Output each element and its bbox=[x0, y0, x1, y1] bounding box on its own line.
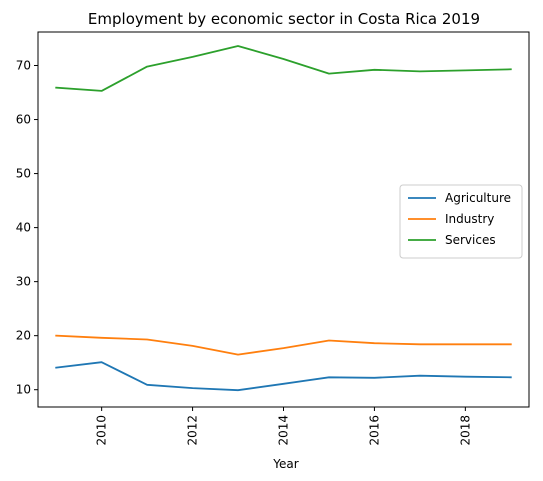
y-tick-label: 10 bbox=[16, 383, 31, 397]
chart-title: Employment by economic sector in Costa R… bbox=[88, 10, 480, 28]
x-tick-label: 2012 bbox=[186, 415, 200, 446]
x-axis-label: Year bbox=[272, 457, 298, 471]
y-tick-label: 40 bbox=[16, 221, 31, 235]
legend-label-industry: Industry bbox=[445, 212, 494, 226]
y-axis: 10 20 30 40 50 60 70 bbox=[16, 59, 38, 397]
y-tick-label: 30 bbox=[16, 275, 31, 289]
x-axis: 2010 2012 2014 2016 2018 bbox=[95, 407, 472, 446]
x-tick-label: 2010 bbox=[95, 415, 109, 446]
legend-label-services: Services bbox=[445, 233, 496, 247]
series-line-services bbox=[55, 45, 512, 92]
y-tick-label: 20 bbox=[16, 329, 31, 343]
y-tick-label: 50 bbox=[16, 167, 31, 181]
y-tick-label: 60 bbox=[16, 113, 31, 127]
series-line-industry bbox=[55, 334, 512, 356]
legend-label-agriculture: Agriculture bbox=[445, 191, 511, 205]
y-tick-label: 70 bbox=[16, 59, 31, 73]
series-layer bbox=[55, 45, 512, 392]
legend: Agriculture Industry Services bbox=[399, 184, 523, 259]
x-tick-label: 2014 bbox=[277, 415, 291, 446]
x-tick-label: 2016 bbox=[367, 415, 381, 446]
x-tick-label: 2018 bbox=[458, 415, 472, 446]
series-line-agriculture bbox=[55, 361, 512, 392]
